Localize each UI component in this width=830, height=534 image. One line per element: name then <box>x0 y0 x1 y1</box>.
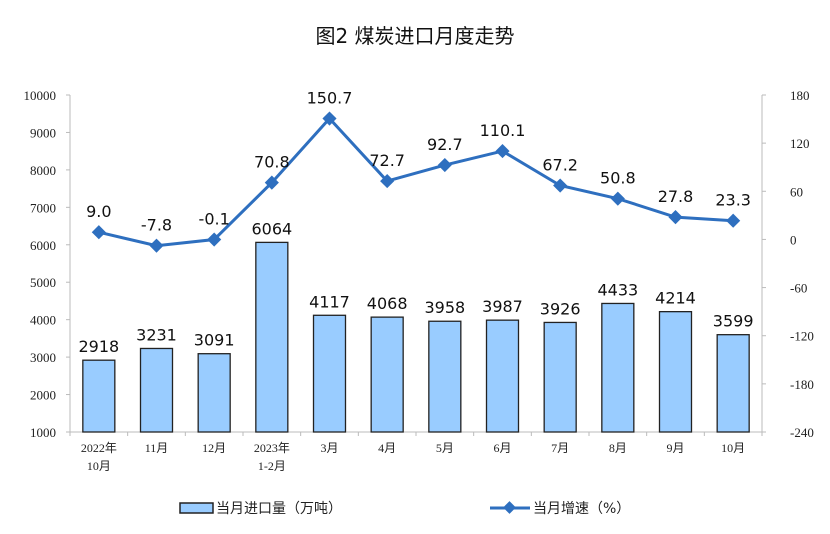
line-label: 50.8 <box>600 169 636 188</box>
left-tick-label: 6000 <box>30 238 56 253</box>
left-tick-label: 4000 <box>30 313 56 328</box>
bar <box>543 321 577 433</box>
x-tick-label: 11月 <box>145 441 169 455</box>
right-tick-label: -240 <box>790 425 814 440</box>
line-point <box>437 157 452 173</box>
line-label: 23.3 <box>715 191 751 210</box>
line-label: 67.2 <box>542 156 578 175</box>
left-tick-label: 8000 <box>30 163 56 178</box>
bar-label: 4433 <box>597 280 638 299</box>
bar-label: 3231 <box>136 325 177 344</box>
left-tick-label: 10000 <box>24 88 57 103</box>
x-tick-label: 10月 <box>721 441 745 455</box>
line-point <box>264 175 279 190</box>
bar-label: 3599 <box>713 312 754 331</box>
x-tick-label: 12月 <box>202 441 226 455</box>
bar-label: 6064 <box>251 219 292 238</box>
bar <box>312 314 347 433</box>
left-tick-label: 1000 <box>30 425 56 440</box>
bar <box>370 316 404 433</box>
bar-label: 3987 <box>482 297 523 316</box>
bar <box>428 320 462 433</box>
bar <box>139 347 174 433</box>
bar-label: 4117 <box>309 292 350 311</box>
x-tick-label: 4月 <box>378 441 396 455</box>
line-label: 9.0 <box>86 202 111 221</box>
bar <box>658 311 693 433</box>
line-point <box>553 178 568 193</box>
x-tick-label: 8月 <box>609 441 627 455</box>
bar-label: 3091 <box>194 331 235 350</box>
legend-line-label: 当月增速（%） <box>533 501 630 517</box>
line-point <box>380 174 395 189</box>
bar <box>255 241 289 433</box>
bar-label: 4214 <box>655 289 696 308</box>
right-tick-label: 120 <box>790 136 810 151</box>
line-series <box>98 116 734 248</box>
line-label: 92.7 <box>427 135 463 154</box>
x-tick-label: 3月 <box>320 441 338 455</box>
left-tick-label: 5000 <box>30 275 56 290</box>
bar-label: 3958 <box>424 298 465 317</box>
x-tick-label: 6月 <box>493 441 511 455</box>
line-point <box>207 232 222 247</box>
left-tick-label: 7000 <box>30 200 56 215</box>
right-tick-label: 180 <box>790 88 810 103</box>
line-point <box>495 144 510 159</box>
bar <box>601 302 635 433</box>
right-tick-label: -120 <box>790 329 814 344</box>
bar <box>197 353 231 433</box>
x-tick-label: 5月 <box>436 441 454 455</box>
right-tick-label: 60 <box>790 184 803 199</box>
line-label: 110.1 <box>480 121 526 140</box>
x-tick-label: 2022年 <box>81 441 117 455</box>
legend-line-marker <box>503 501 516 514</box>
line-label: 72.7 <box>369 151 405 170</box>
line-label: -7.8 <box>141 216 172 235</box>
bar-label: 3926 <box>540 299 581 318</box>
line-point <box>322 111 337 126</box>
line-label: 27.8 <box>658 187 694 206</box>
line-label: 150.7 <box>307 89 353 108</box>
x-tick-label: 10月 <box>87 459 111 473</box>
x-tick-label: 2023年 <box>254 441 290 455</box>
left-tick-label: 9000 <box>30 125 56 140</box>
line-point <box>668 210 683 225</box>
line-point <box>91 225 106 240</box>
bar-label: 4068 <box>367 294 408 313</box>
line-point <box>610 191 625 206</box>
right-tick-label: -60 <box>790 281 807 296</box>
line-point <box>149 238 164 253</box>
left-tick-label: 2000 <box>30 388 56 403</box>
bar <box>82 359 116 433</box>
bar <box>716 334 750 433</box>
x-tick-label: 7月 <box>551 441 569 455</box>
x-tick-label: 1-2月 <box>258 459 286 473</box>
bar <box>485 319 520 433</box>
line-point <box>726 213 741 228</box>
bar-label: 2918 <box>78 337 119 356</box>
x-tick-label: 9月 <box>666 441 684 455</box>
legend-bar-swatch <box>179 502 214 514</box>
line-label: 70.8 <box>254 153 290 172</box>
right-tick-label: -180 <box>790 377 814 392</box>
legend-bar-label: 当月进口量（万吨） <box>216 501 342 517</box>
left-tick-label: 3000 <box>30 350 56 365</box>
chart-title: 图2 煤炭进口月度走势 <box>315 24 515 48</box>
right-tick-label: 0 <box>790 232 797 247</box>
line-label: -0.1 <box>199 210 230 229</box>
